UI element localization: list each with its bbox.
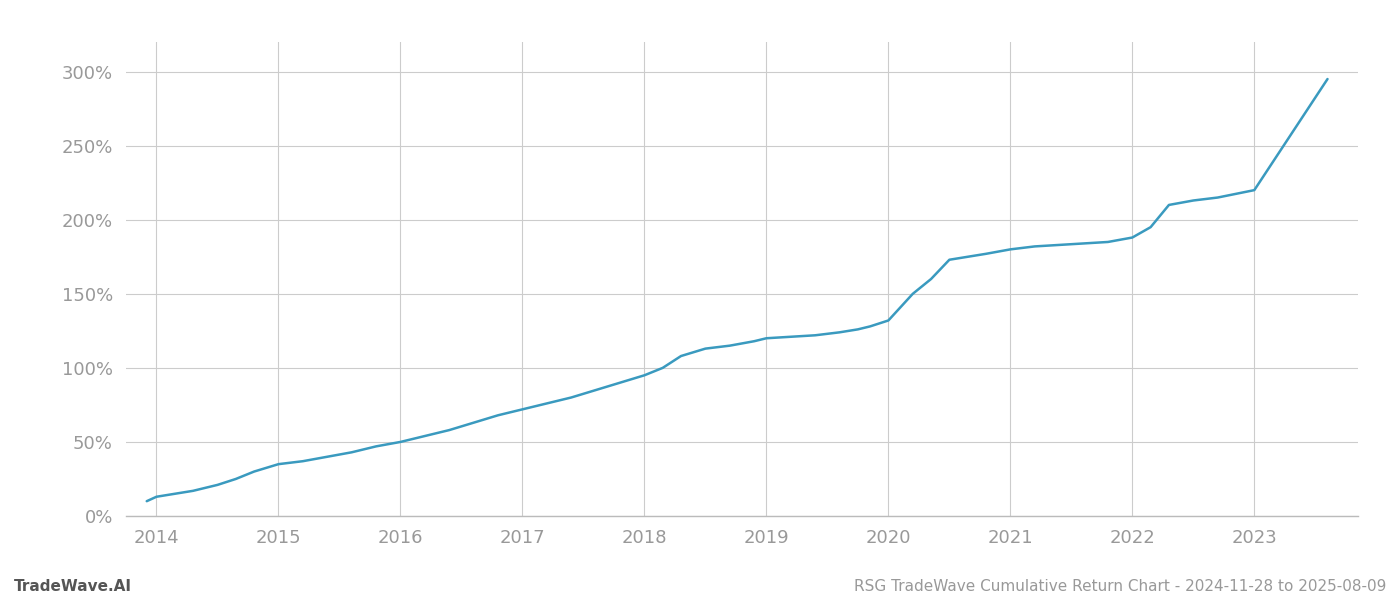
Text: RSG TradeWave Cumulative Return Chart - 2024-11-28 to 2025-08-09: RSG TradeWave Cumulative Return Chart - … (854, 579, 1386, 594)
Text: TradeWave.AI: TradeWave.AI (14, 579, 132, 594)
